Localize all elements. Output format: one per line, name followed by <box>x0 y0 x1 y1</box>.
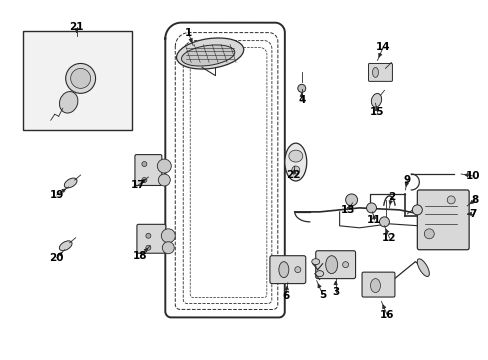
Bar <box>23 31 132 130</box>
Ellipse shape <box>142 162 146 167</box>
FancyBboxPatch shape <box>416 190 468 250</box>
Text: 5: 5 <box>318 289 325 300</box>
Ellipse shape <box>291 166 299 174</box>
Text: 19: 19 <box>49 190 64 200</box>
Text: 22: 22 <box>286 170 301 180</box>
Ellipse shape <box>370 279 380 293</box>
Ellipse shape <box>71 68 90 88</box>
Text: 4: 4 <box>298 95 305 105</box>
Ellipse shape <box>162 242 174 254</box>
FancyBboxPatch shape <box>137 224 165 253</box>
Ellipse shape <box>366 203 376 213</box>
Ellipse shape <box>145 245 151 250</box>
Ellipse shape <box>161 229 175 243</box>
Ellipse shape <box>60 91 78 113</box>
FancyBboxPatch shape <box>315 251 355 279</box>
Ellipse shape <box>176 38 243 69</box>
Text: 1: 1 <box>184 28 191 37</box>
Text: 18: 18 <box>133 251 147 261</box>
Ellipse shape <box>345 194 357 206</box>
Ellipse shape <box>145 233 151 238</box>
Text: 7: 7 <box>468 209 476 219</box>
Text: 11: 11 <box>366 215 381 225</box>
FancyBboxPatch shape <box>135 154 162 185</box>
Text: 16: 16 <box>379 310 394 320</box>
Ellipse shape <box>288 150 302 162</box>
Text: 20: 20 <box>49 253 64 263</box>
Ellipse shape <box>142 177 146 183</box>
Ellipse shape <box>311 259 319 265</box>
Text: 10: 10 <box>465 171 479 181</box>
Text: 12: 12 <box>382 233 396 243</box>
Ellipse shape <box>315 271 323 276</box>
Ellipse shape <box>424 229 433 239</box>
Text: 2: 2 <box>387 192 394 202</box>
Ellipse shape <box>158 174 170 186</box>
Ellipse shape <box>325 256 337 274</box>
Ellipse shape <box>59 241 72 251</box>
Ellipse shape <box>285 143 306 181</box>
Ellipse shape <box>157 159 171 173</box>
Ellipse shape <box>294 267 300 273</box>
Text: 8: 8 <box>470 195 478 205</box>
FancyBboxPatch shape <box>368 63 392 81</box>
Ellipse shape <box>372 67 378 77</box>
Ellipse shape <box>64 178 77 188</box>
Text: 21: 21 <box>69 22 84 32</box>
Ellipse shape <box>379 217 388 227</box>
Ellipse shape <box>181 45 234 66</box>
Text: 13: 13 <box>340 205 354 215</box>
Text: 6: 6 <box>282 291 289 301</box>
Ellipse shape <box>278 262 288 278</box>
FancyBboxPatch shape <box>269 256 305 284</box>
FancyBboxPatch shape <box>361 272 394 297</box>
Ellipse shape <box>447 196 454 204</box>
Text: 9: 9 <box>403 175 410 185</box>
Text: 15: 15 <box>369 107 384 117</box>
Ellipse shape <box>342 262 348 268</box>
Text: 17: 17 <box>131 180 145 190</box>
Text: 14: 14 <box>375 41 390 51</box>
Ellipse shape <box>370 94 381 107</box>
Ellipse shape <box>411 205 422 215</box>
Ellipse shape <box>416 259 428 276</box>
Text: 3: 3 <box>331 287 339 297</box>
Ellipse shape <box>297 84 305 92</box>
Ellipse shape <box>65 63 95 93</box>
